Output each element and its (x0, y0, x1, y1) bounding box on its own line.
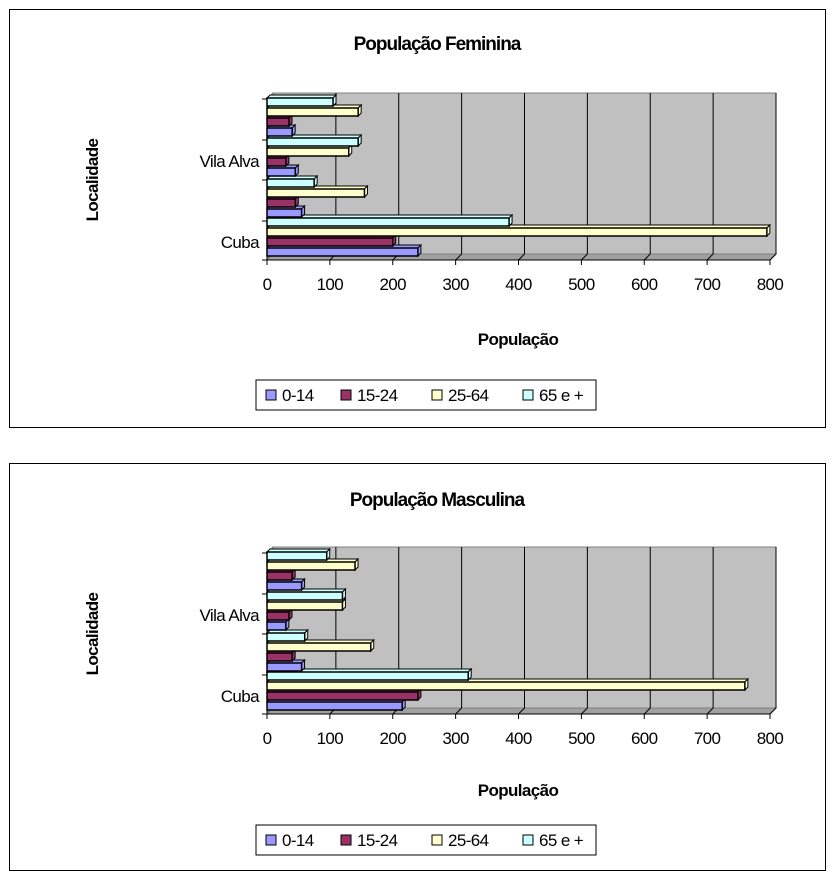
bar (266, 642, 372, 652)
legend-label: 0-14 (282, 831, 314, 850)
legend-label: 15-24 (357, 386, 398, 405)
bar (266, 217, 510, 227)
x-tick-label: 800 (757, 729, 784, 748)
legend-swatch (431, 389, 443, 401)
x-tick-label: 700 (694, 729, 721, 748)
x-tick-label: 300 (442, 729, 469, 748)
x-tick-label: 0 (263, 729, 272, 748)
legend-label: 25-64 (448, 386, 489, 405)
bar (266, 591, 344, 601)
gridline-floor (455, 253, 462, 261)
bar (266, 198, 297, 208)
gridline-floor (455, 707, 462, 715)
legend-label: 0-14 (282, 386, 314, 405)
gridline-floor (518, 707, 525, 715)
chart-title: População Masculina (350, 490, 526, 511)
bar (266, 621, 287, 631)
bar (266, 188, 366, 198)
legend-swatch (431, 834, 443, 846)
bar (266, 662, 303, 672)
gridline-floor (581, 707, 588, 715)
x-tick-label: 700 (694, 275, 721, 294)
y-axis-title: Localidade (83, 592, 102, 675)
bar (266, 127, 293, 137)
x-tick-label: 800 (757, 275, 784, 294)
bar (266, 227, 768, 237)
bar (266, 237, 394, 247)
x-tick-label: 100 (317, 275, 344, 294)
chart-populacao-masculina: 0 100 200 300 400 500 600 700 800 Cuba Vila Alva Po… (9, 463, 826, 871)
x-tick-label: 600 (631, 275, 658, 294)
gridline-floor (581, 253, 588, 261)
x-tick-label: 500 (568, 275, 595, 294)
gridline-floor (643, 707, 651, 715)
legend-swatch (522, 389, 534, 401)
y-category-label: Cuba (221, 687, 260, 706)
legend-box (255, 824, 597, 856)
bar (266, 178, 315, 188)
chart-svg: 0 100 200 300 400 500 600 700 800 Cuba Vila Alva Po… (83, 34, 784, 411)
bar (266, 551, 328, 561)
bar (266, 671, 469, 681)
legend-label: 15-24 (357, 831, 398, 850)
gridline-floor (518, 253, 525, 261)
legend-label: 65 e + (539, 831, 584, 850)
bar (266, 691, 419, 701)
y-axis-title: Localidade (83, 138, 102, 221)
bar (266, 117, 290, 127)
x-tick-label: 400 (505, 275, 532, 294)
bar (266, 652, 293, 662)
bar (266, 97, 334, 107)
legend-swatch (340, 389, 352, 401)
bar (266, 601, 344, 611)
bar (266, 701, 403, 711)
x-tick-label: 300 (442, 275, 469, 294)
bar (266, 247, 419, 257)
x-tick-label: 0 (263, 275, 272, 294)
chart-svg: 0 100 200 300 400 500 600 700 800 Cuba Vila Alva Po… (83, 490, 784, 856)
bar (266, 611, 290, 621)
bar (266, 561, 356, 571)
y-category-label: Vila Alva (200, 152, 261, 171)
legend: 0-14 15-24 25-64 65 e + (255, 379, 597, 411)
gridline-floor (769, 253, 777, 261)
bar (266, 107, 359, 117)
legend-swatch (522, 834, 534, 846)
x-tick-label: 500 (568, 729, 595, 748)
chart-title: População Feminina (354, 34, 522, 55)
bar (266, 147, 350, 157)
legend-label: 65 e + (539, 386, 584, 405)
legend-box (255, 379, 597, 411)
y-category-label: Cuba (221, 233, 260, 252)
bar (266, 581, 303, 591)
bar (266, 137, 359, 147)
bar (266, 681, 746, 691)
bar (266, 208, 303, 218)
gridline-floor (643, 253, 651, 261)
bar (266, 571, 293, 581)
bar (266, 632, 306, 642)
x-tick-label: 200 (379, 275, 406, 294)
gridline-floor (706, 707, 714, 715)
x-axis-title: População (478, 781, 559, 800)
x-axis-title: População (478, 330, 559, 349)
legend-swatch (265, 834, 277, 846)
x-tick-label: 600 (631, 729, 658, 748)
bar (266, 167, 297, 177)
gridline-floor (769, 707, 777, 715)
x-tick-label: 200 (379, 729, 406, 748)
legend-label: 25-64 (448, 831, 489, 850)
legend-swatch (265, 389, 277, 401)
bar (266, 157, 287, 167)
gridline-floor (706, 253, 714, 261)
x-tick-label: 400 (505, 729, 532, 748)
legend-swatch (340, 834, 352, 846)
y-category-label: Vila Alva (200, 606, 261, 625)
legend: 0-14 15-24 25-64 65 e + (255, 824, 597, 856)
x-tick-label: 100 (317, 729, 344, 748)
chart-populacao-feminina: 0 100 200 300 400 500 600 700 800 Cuba Vila Alva Po… (9, 9, 826, 428)
